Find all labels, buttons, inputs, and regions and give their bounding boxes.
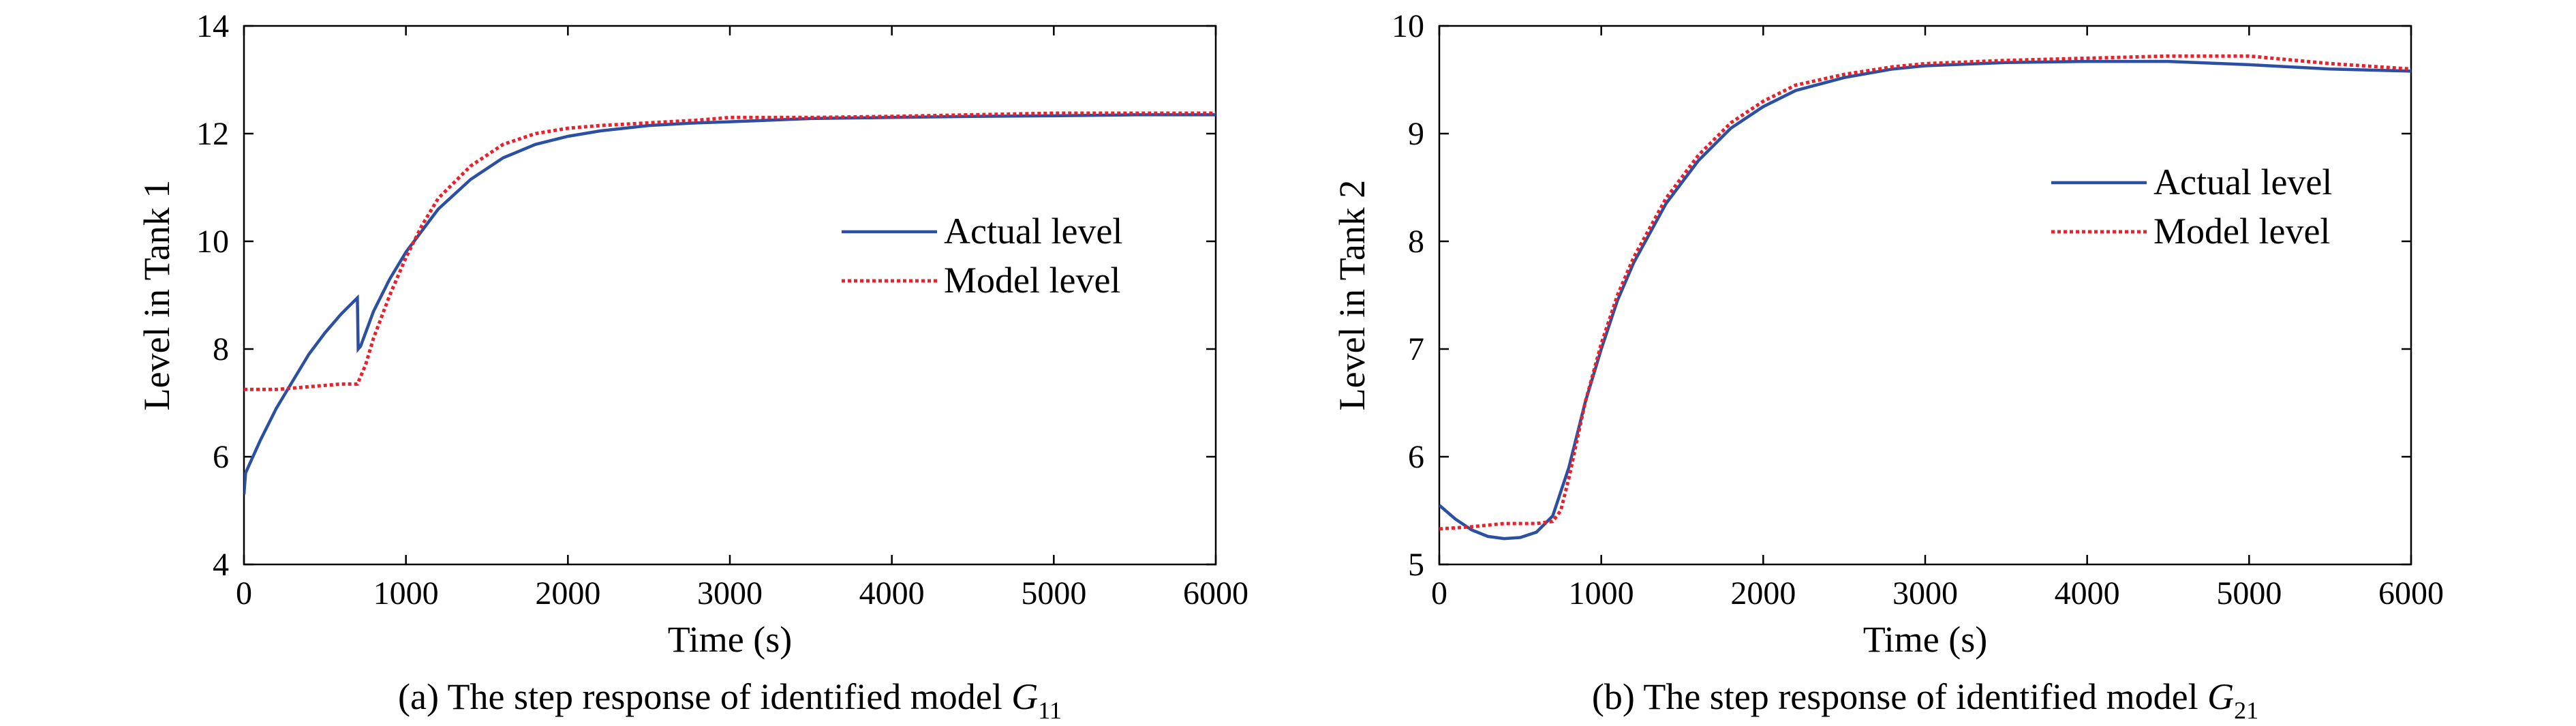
x-tick-label: 5000 (2216, 575, 2282, 611)
caption-symbol: G (2207, 676, 2234, 717)
x-axis-label: Time (s) (668, 619, 793, 660)
x-tick-label: 0 (236, 575, 252, 611)
y-tick-label: 6 (213, 439, 229, 475)
x-tick-label: 1000 (1569, 575, 1634, 611)
plot-frame (1438, 25, 2412, 566)
chart-panel-1: 0 1000 2000 3000 4000 5000 6000 5 6 7 8 9 10 Time (s)… (1332, 8, 2444, 724)
series-line-actual-level (244, 113, 1216, 495)
y-tick-label: 5 (1408, 547, 1424, 583)
legend-entry: Actual level (2153, 162, 2332, 202)
legend-entry: Actual level (944, 211, 1122, 252)
y-tick-label: 8 (1408, 224, 1424, 260)
caption-subscript: 11 (1038, 697, 1062, 724)
x-tick-label: 6000 (1183, 575, 1248, 611)
legend-entry: Model level (944, 260, 1120, 301)
series-line-model-level (244, 111, 1216, 391)
x-axis-label: Time (s) (1863, 619, 1988, 660)
y-tick-label: 12 (196, 116, 229, 152)
y-axis-label: Level in Tank 2 (1332, 180, 1373, 411)
x-tick-label: 1000 (373, 575, 439, 611)
chart-panel-0: 0 1000 2000 3000 4000 5000 6000 4 6 8 10 12 14 Time (… (136, 8, 1248, 724)
y-tick-label: 9 (1408, 116, 1424, 152)
y-tick-label: 10 (196, 224, 229, 260)
series-line-model-level (1439, 54, 2411, 531)
y-tick-label: 10 (1392, 8, 1424, 44)
x-tick-label: 5000 (1021, 575, 1086, 611)
y-tick-label: 7 (1408, 331, 1424, 367)
y-tick-label: 8 (213, 331, 229, 367)
x-tick-label: 3000 (697, 575, 763, 611)
y-tick-label: 14 (196, 8, 229, 44)
y-axis-label: Level in Tank 1 (136, 180, 177, 411)
legend-entry: Model level (2153, 211, 2330, 252)
x-tick-label: 3000 (1892, 575, 1958, 611)
caption-text: (a) The step response of identified mode… (398, 676, 1011, 717)
y-tick-label: 4 (213, 547, 229, 583)
x-tick-label: 4000 (2055, 575, 2120, 611)
caption-subscript: 21 (2234, 697, 2258, 724)
series-line-actual-level (1439, 59, 2411, 541)
x-tick-label: 6000 (2378, 575, 2444, 611)
y-tick-label: 6 (1408, 439, 1424, 475)
chart-caption: (b) The step response of identified mode… (1592, 676, 2258, 724)
x-tick-label: 0 (1431, 575, 1447, 611)
x-tick-label: 4000 (859, 575, 925, 611)
caption-symbol: G (1011, 676, 1038, 717)
x-tick-label: 2000 (1730, 575, 1796, 611)
x-tick-label: 2000 (535, 575, 600, 611)
caption-text: (b) The step response of identified mode… (1592, 676, 2207, 717)
chart-caption: (a) The step response of identified mode… (398, 676, 1062, 724)
